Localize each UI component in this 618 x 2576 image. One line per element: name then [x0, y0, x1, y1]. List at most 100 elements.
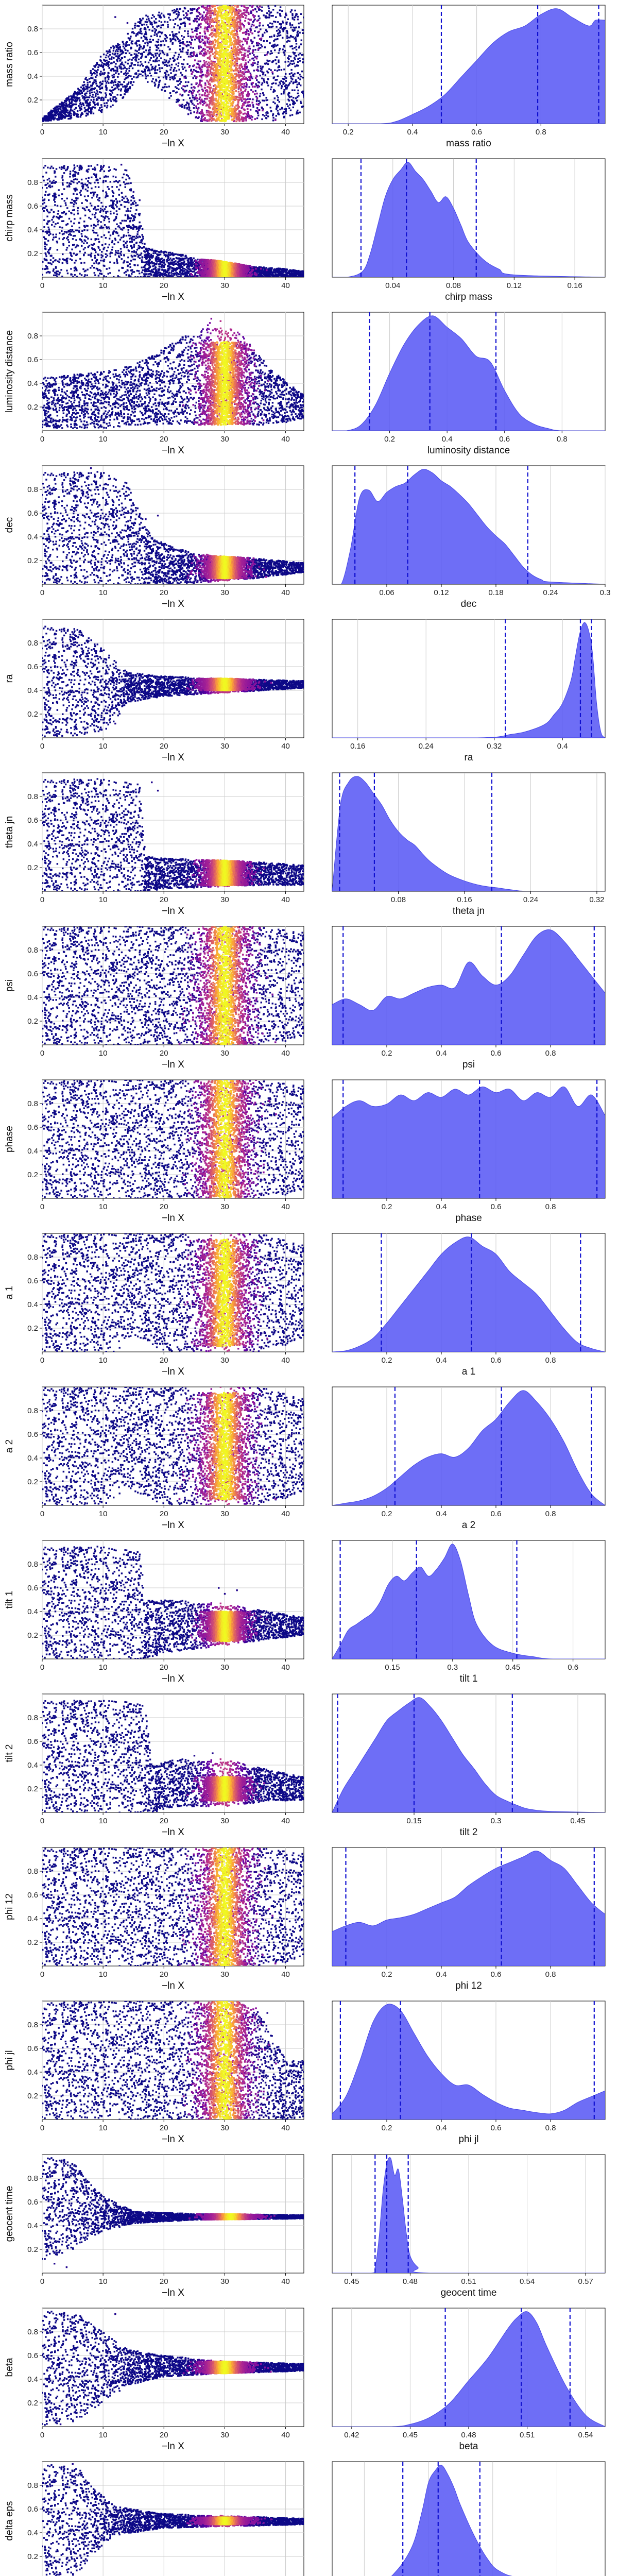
sample-point [81, 106, 82, 107]
sample-point [214, 106, 216, 108]
sample-point [278, 52, 279, 54]
sample-point [103, 74, 105, 75]
sample-point [134, 23, 136, 24]
sample-point [147, 54, 149, 55]
sample-point [225, 72, 227, 74]
sample-point [209, 23, 211, 25]
sample-point [230, 60, 232, 62]
sample-point [258, 48, 260, 50]
sample-point [156, 41, 157, 42]
sample-point [130, 75, 131, 77]
sample-point [245, 17, 247, 19]
sample-point [226, 55, 228, 57]
sample-point [239, 18, 241, 20]
sample-point [143, 24, 145, 25]
sample-point [227, 103, 229, 105]
sample-point [237, 101, 239, 103]
sample-point [221, 22, 223, 24]
sample-point [216, 94, 218, 96]
sample-point [293, 97, 294, 98]
sample-point [174, 59, 176, 61]
sample-point [239, 25, 242, 27]
sample-point [280, 80, 282, 82]
sample-point [250, 89, 252, 91]
sample-point [61, 101, 62, 103]
sample-point [87, 79, 88, 81]
sample-point [154, 70, 156, 71]
sample-point [152, 78, 153, 79]
sample-point [281, 107, 283, 109]
sample-point [156, 22, 157, 23]
sample-point [267, 82, 268, 84]
sample-point [272, 46, 274, 48]
sample-point [151, 24, 153, 25]
sample-point [271, 45, 272, 47]
sample-point [191, 37, 193, 39]
sample-point [112, 53, 113, 54]
sample-point [228, 74, 230, 76]
sample-point [108, 218, 110, 219]
sample-point [159, 54, 160, 55]
sample-point [259, 18, 260, 19]
sample-point [227, 58, 229, 60]
sample-point [160, 57, 162, 59]
sample-point [230, 80, 232, 82]
sample-point [283, 91, 284, 93]
sample-point [81, 202, 82, 204]
sample-point [267, 60, 269, 62]
sample-point [187, 94, 189, 96]
sample-point [279, 81, 280, 83]
x-tick-label: 40 [281, 128, 290, 137]
sample-point [206, 8, 208, 10]
sample-point [229, 52, 231, 54]
sample-point [234, 111, 236, 113]
sample-point [133, 76, 134, 77]
sample-point [291, 45, 293, 47]
sample-point [135, 77, 137, 78]
sample-point [240, 88, 242, 90]
sample-point [131, 78, 133, 79]
sample-point [225, 28, 227, 30]
sample-point [154, 61, 156, 62]
sample-point [233, 7, 235, 9]
sample-point [53, 257, 54, 259]
sample-point [100, 99, 102, 100]
sample-point [284, 61, 286, 62]
sample-point [228, 77, 230, 79]
sample-point [217, 66, 219, 68]
sample-point [105, 96, 106, 98]
sample-point [262, 66, 264, 67]
sample-point [105, 57, 107, 58]
sample-point [93, 81, 95, 83]
sample-point [205, 14, 208, 16]
sample-point [273, 77, 275, 78]
sample-point [158, 14, 159, 16]
sample-point [212, 53, 214, 55]
sample-point [180, 23, 182, 25]
sample-point [173, 57, 174, 59]
sample-point [178, 69, 180, 70]
sample-point [92, 83, 93, 84]
x-axis-label: −ln X [162, 138, 184, 149]
sample-point [272, 113, 274, 115]
sample-point [244, 90, 246, 92]
sample-point [264, 46, 266, 48]
sample-point [212, 94, 214, 96]
sample-point [218, 78, 220, 80]
sample-point [285, 84, 287, 86]
sample-point [101, 62, 103, 63]
sample-point [187, 49, 188, 51]
sample-point [239, 30, 241, 32]
sample-point [209, 66, 211, 69]
sample-point [187, 81, 189, 83]
sample-point [256, 11, 258, 12]
sample-point [186, 54, 188, 55]
sample-point [238, 67, 241, 69]
sample-point [291, 29, 293, 30]
sample-point [152, 26, 153, 27]
sample-point [102, 97, 104, 99]
sample-point [247, 105, 249, 106]
sample-point [274, 119, 277, 121]
sample-point [169, 69, 171, 71]
sample-point [147, 75, 148, 76]
